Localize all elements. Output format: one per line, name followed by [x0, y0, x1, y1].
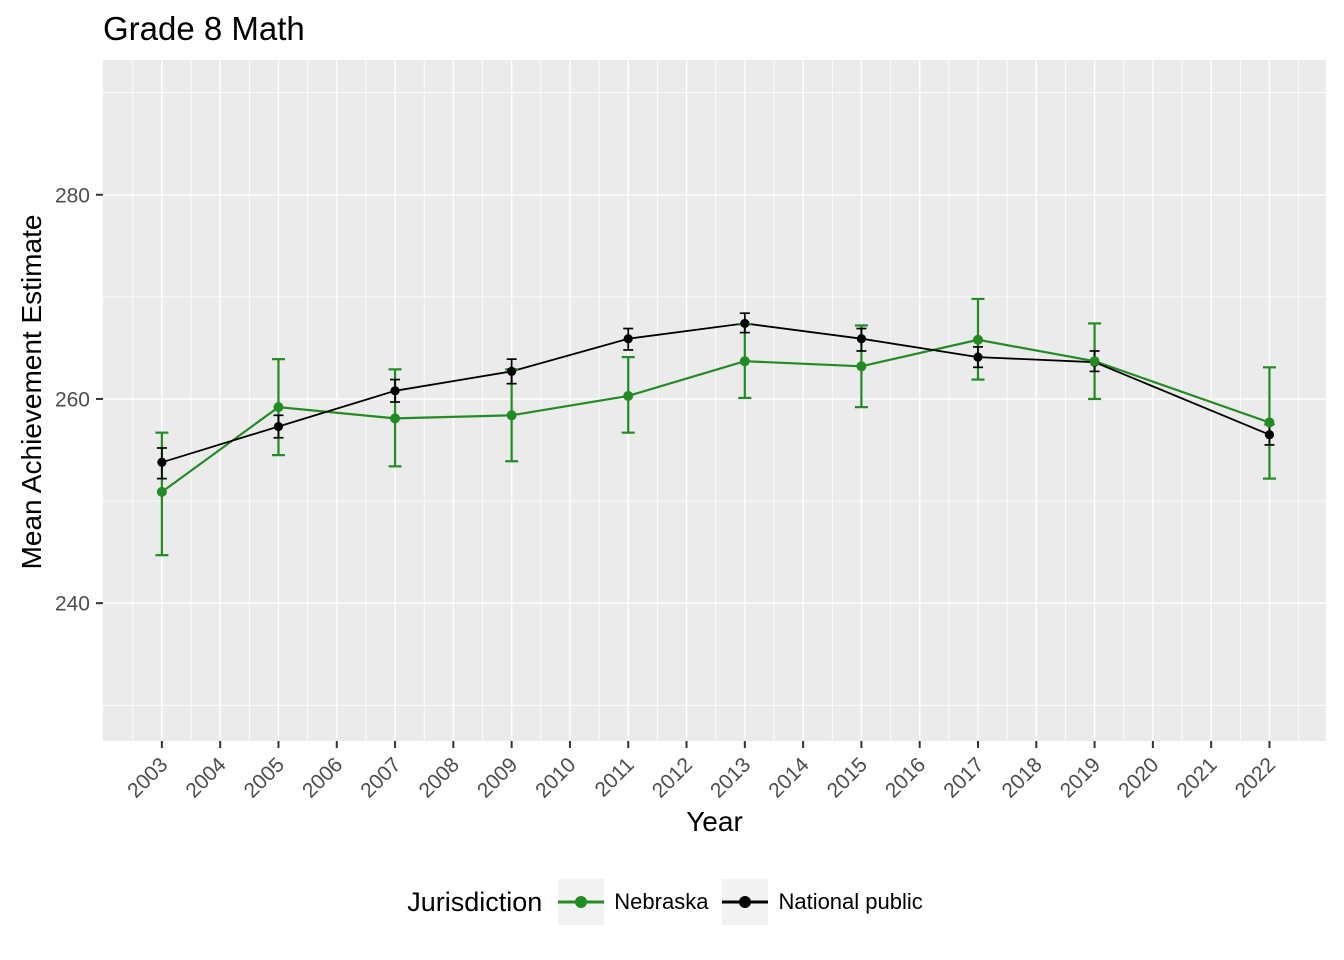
- legend-entries: Nebraska National public: [558, 879, 936, 925]
- x-tick-label: 2022: [1231, 753, 1280, 802]
- x-tick-labels: 2003 2004 2005 2006 2007 2008 2009 2010 2011 2012…: [123, 753, 1280, 803]
- series-points-nebraska: [156, 334, 1275, 497]
- data-point: [273, 402, 284, 413]
- x-tick-label: 2010: [531, 753, 580, 802]
- x-tick-label: 2007: [356, 753, 405, 802]
- legend-key-nebraska: [558, 879, 605, 925]
- minor-gridlines: [103, 60, 1326, 741]
- x-tick-label: 2017: [939, 753, 988, 802]
- series-line-national-public: [161, 322, 1270, 464]
- data-point: [856, 334, 866, 344]
- data-point: [1089, 356, 1100, 367]
- legend-label: Nebraska: [614, 889, 709, 914]
- legend-key-national-public: [722, 879, 769, 925]
- x-axis-title: Year: [686, 806, 743, 837]
- legend-key-point-icon: [739, 896, 752, 908]
- data-point: [506, 410, 517, 421]
- legend-label: National public: [778, 889, 923, 914]
- chart-title: Grade 8 Math: [103, 10, 305, 47]
- data-point: [739, 356, 750, 367]
- x-tick-label: 2016: [881, 753, 930, 802]
- data-point: [623, 334, 633, 344]
- panel-background: [103, 60, 1326, 741]
- x-tick-label: 2020: [1114, 753, 1163, 802]
- x-tick-label: 2008: [415, 753, 464, 802]
- legend: Jurisdiction Nebraska National public: [0, 879, 1344, 925]
- data-point: [273, 421, 284, 432]
- legend-item-national-public: National public: [722, 879, 923, 925]
- legend-item-nebraska: Nebraska: [558, 879, 708, 925]
- data-point: [856, 361, 867, 372]
- data-point: [156, 486, 167, 497]
- y-tick-label: 280: [55, 184, 90, 207]
- x-tick-label: 2021: [1172, 753, 1221, 802]
- data-point: [973, 352, 983, 362]
- x-tick-label: 2012: [648, 753, 697, 802]
- data-point: [507, 366, 517, 377]
- x-tick-label: 2019: [1056, 753, 1105, 802]
- y-tick-label: 240: [55, 593, 90, 616]
- x-tick-label: 2006: [298, 753, 347, 802]
- x-tick-label: 2005: [240, 753, 289, 802]
- y-tick-labels: 240 260 280: [55, 184, 90, 615]
- series-line-nebraska: [161, 338, 1270, 493]
- data-point: [740, 318, 750, 329]
- data-point: [972, 334, 983, 345]
- legend-title: Jurisdiction: [407, 886, 543, 917]
- plot-panel: 2003 2004 2005 2006 2007 2008 2009 2010 2011 2012…: [55, 60, 1326, 803]
- x-tick-label: 2004: [181, 753, 231, 803]
- data-point: [390, 386, 400, 396]
- x-tick-label: 2009: [473, 753, 522, 802]
- legend-key-point-icon: [575, 896, 588, 908]
- data-point: [1264, 417, 1275, 428]
- axis-ticks: [96, 193, 1271, 748]
- x-tick-label: 2011: [591, 753, 639, 801]
- data-point: [1264, 430, 1275, 440]
- x-tick-label: 2015: [823, 753, 872, 802]
- x-tick-label: 2013: [706, 753, 755, 802]
- x-tick-label: 2014: [764, 753, 814, 803]
- data-point: [390, 413, 401, 424]
- series-points-national-public: [157, 318, 1275, 467]
- x-tick-label: 2018: [998, 753, 1047, 802]
- data-point: [623, 390, 634, 401]
- data-point: [157, 457, 167, 467]
- y-tick-label: 260: [55, 388, 90, 411]
- x-tick-label: 2003: [123, 753, 172, 802]
